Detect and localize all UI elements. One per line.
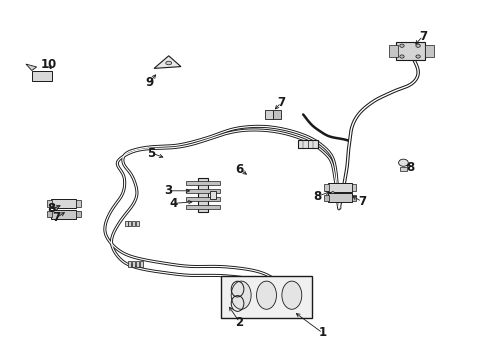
Bar (388, 45, 397, 57)
Bar (351, 184, 356, 190)
Bar (76, 211, 81, 217)
Text: 8: 8 (313, 190, 321, 203)
Bar (351, 195, 356, 201)
Ellipse shape (165, 61, 171, 65)
Bar (124, 221, 127, 226)
Bar (327, 183, 351, 192)
Bar (186, 189, 219, 193)
Text: 10: 10 (41, 58, 57, 71)
Bar (186, 205, 219, 209)
Bar (140, 261, 143, 267)
Ellipse shape (398, 159, 407, 166)
Bar (399, 167, 406, 171)
Text: 2: 2 (235, 316, 243, 329)
Bar (47, 211, 52, 217)
Bar (136, 221, 139, 226)
Text: 7: 7 (418, 30, 426, 42)
Bar (128, 261, 131, 267)
Bar (209, 191, 215, 199)
Bar (221, 276, 311, 318)
Bar (132, 221, 135, 226)
Text: 9: 9 (145, 76, 153, 89)
Bar (324, 184, 328, 190)
Bar (425, 45, 433, 57)
Ellipse shape (55, 208, 58, 210)
Ellipse shape (415, 44, 419, 48)
Bar (136, 261, 139, 267)
Text: 8: 8 (47, 202, 55, 215)
Bar (47, 200, 52, 207)
Text: 5: 5 (147, 147, 155, 159)
Bar (197, 178, 208, 212)
Ellipse shape (231, 281, 251, 309)
Bar (186, 197, 219, 201)
Text: 7: 7 (277, 96, 285, 109)
Ellipse shape (281, 281, 301, 309)
Bar (51, 210, 76, 219)
Bar (298, 140, 317, 148)
Bar (51, 199, 76, 208)
Text: 8: 8 (406, 161, 414, 174)
Bar (324, 195, 328, 201)
Bar (132, 261, 135, 267)
Bar (273, 109, 280, 119)
Text: 4: 4 (169, 197, 177, 210)
Bar (264, 109, 272, 119)
Bar (327, 193, 351, 202)
Ellipse shape (399, 44, 403, 48)
Text: 1: 1 (318, 327, 326, 339)
Ellipse shape (331, 192, 333, 194)
Bar (32, 71, 52, 81)
Bar (395, 42, 425, 60)
Ellipse shape (415, 55, 419, 58)
Text: 7: 7 (52, 211, 60, 224)
Bar (76, 200, 81, 207)
Bar (186, 181, 219, 185)
Bar (128, 221, 131, 226)
Ellipse shape (256, 281, 276, 309)
Polygon shape (26, 64, 37, 71)
Polygon shape (154, 56, 181, 68)
Text: 7: 7 (357, 195, 365, 208)
Text: 6: 6 (235, 163, 243, 176)
Ellipse shape (399, 55, 403, 58)
Text: 3: 3 (164, 184, 172, 197)
